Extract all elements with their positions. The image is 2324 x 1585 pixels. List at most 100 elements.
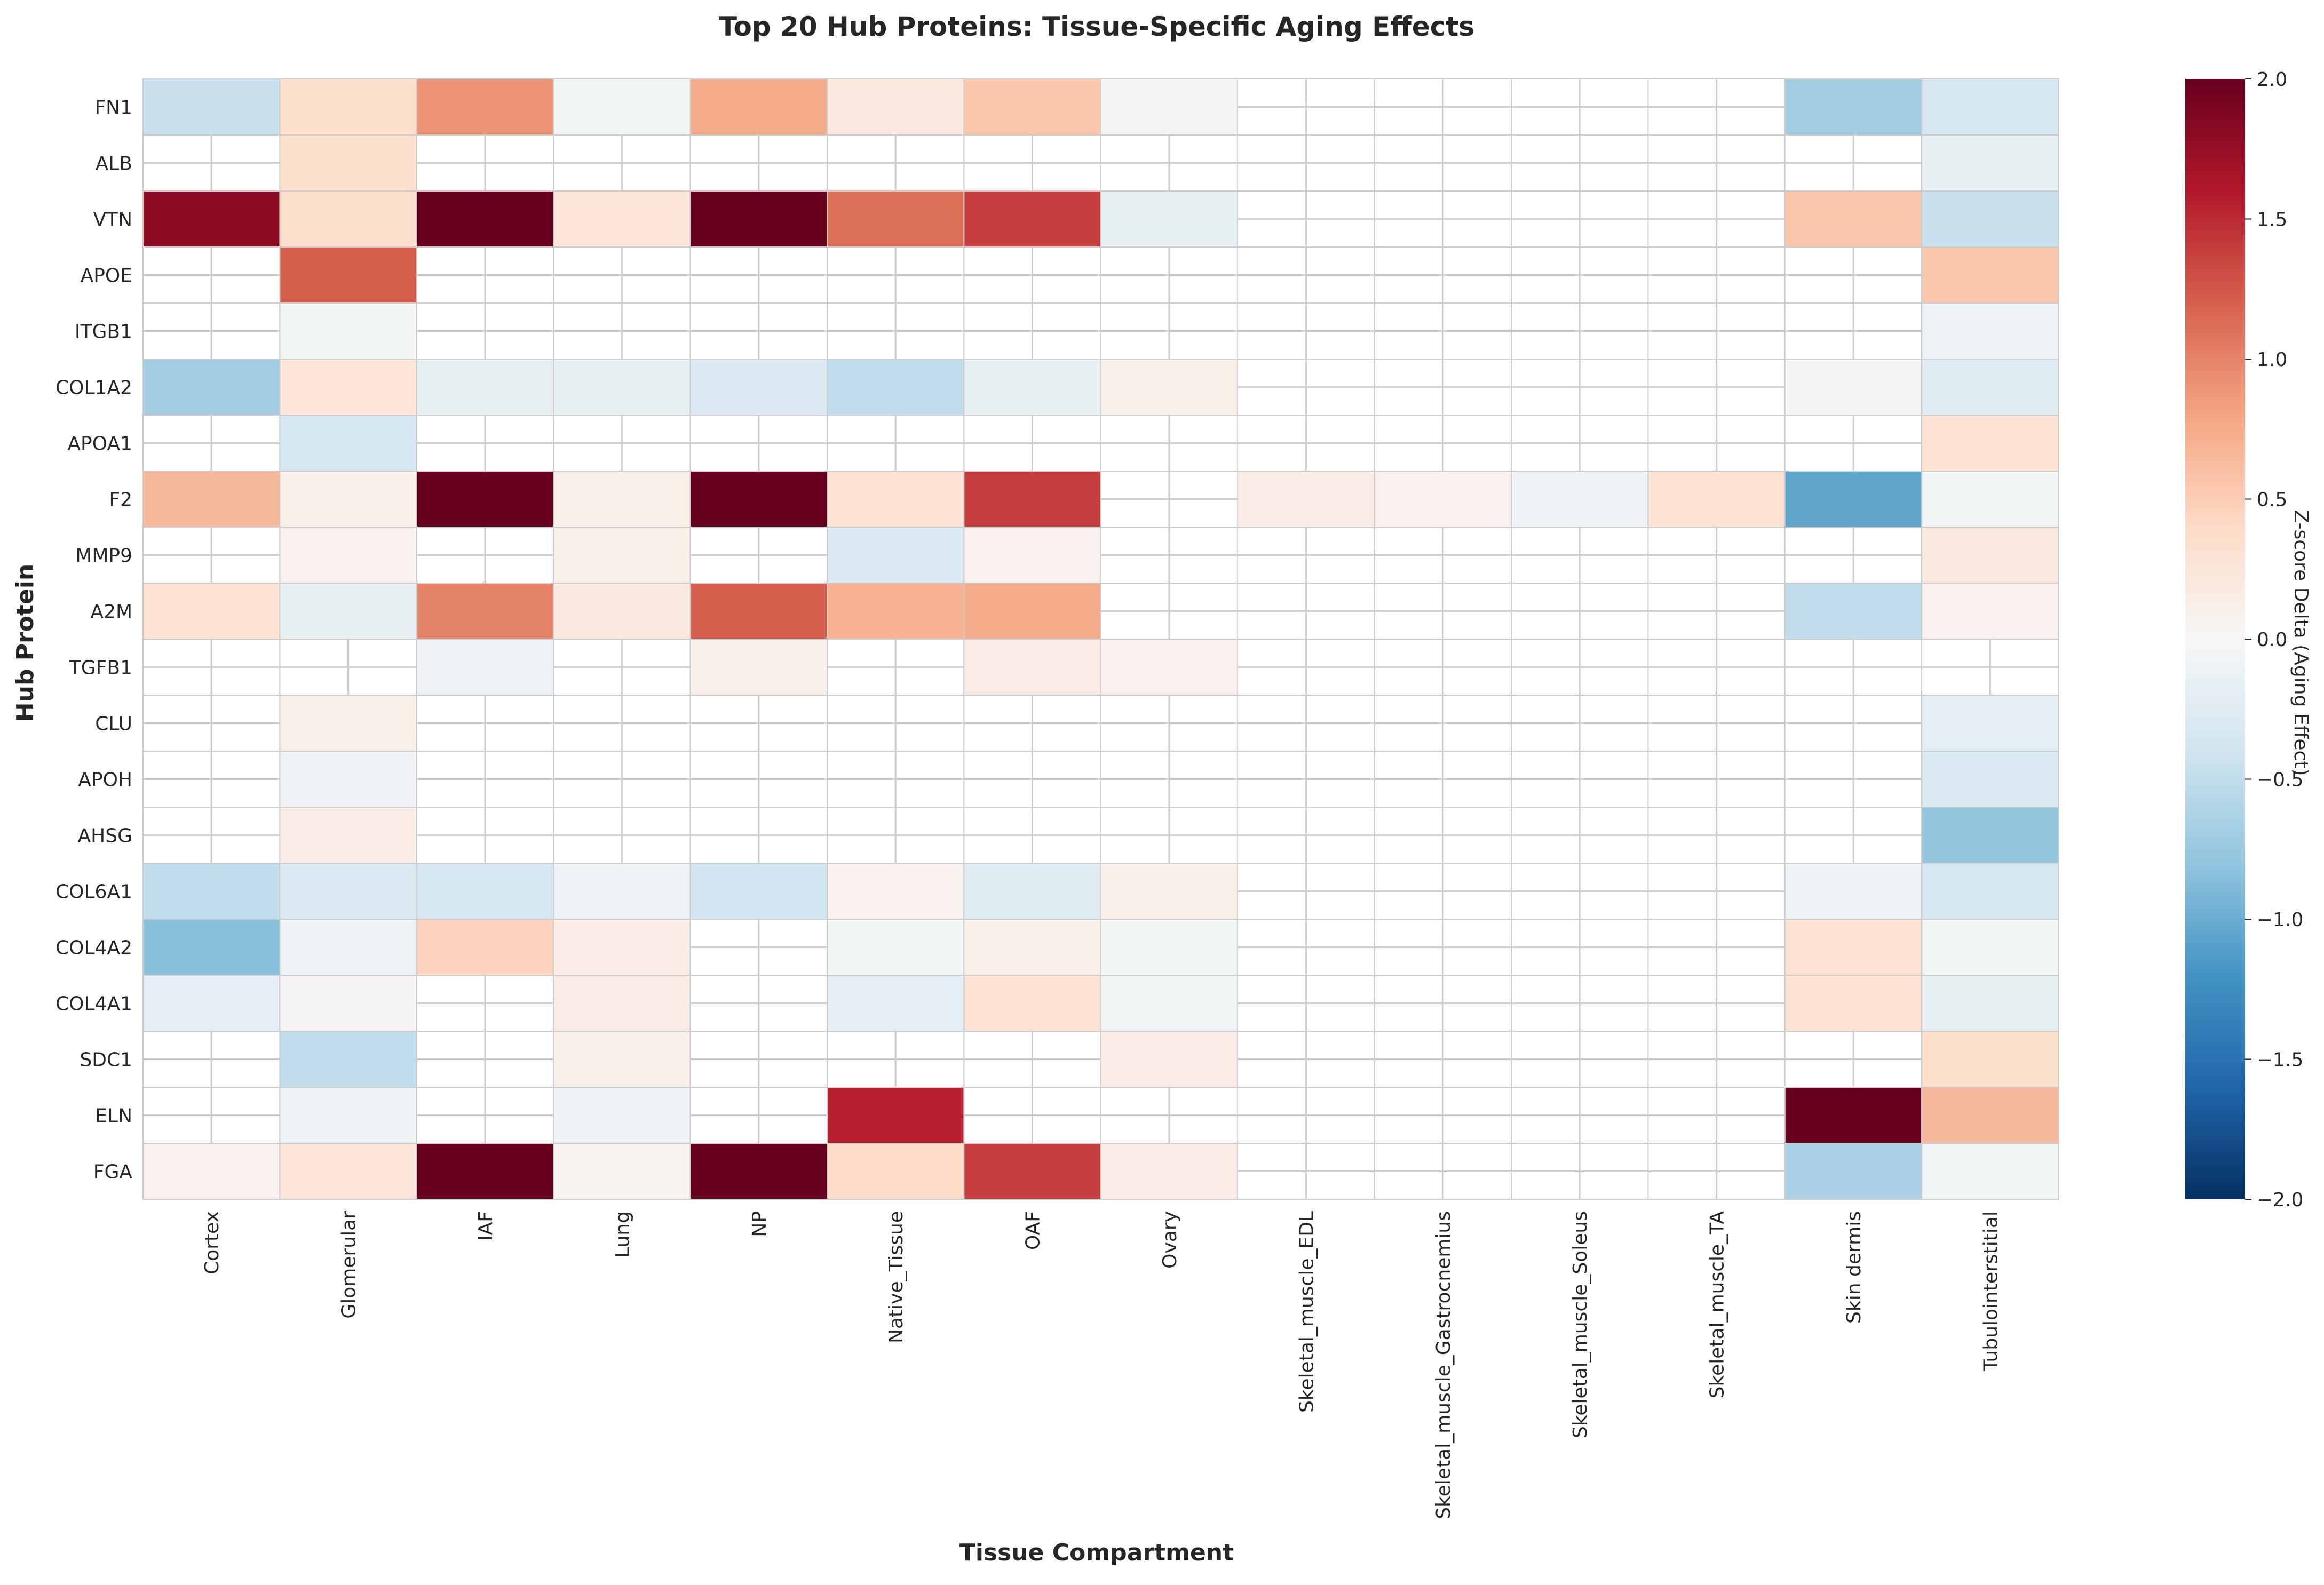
heatmap-cell-FN1-Lung: [553, 78, 691, 136]
heatmap-cell-VTN-Tubulointerstitial: [1921, 190, 2059, 248]
column-label-IAF: IAF: [475, 1211, 497, 1241]
heatmap-cell-COL4A1-Cortex: [142, 975, 281, 1032]
heatmap-cell-SDC1-Glomerular: [279, 1031, 417, 1088]
heatmap-cell-SDC1-Ovary: [1100, 1031, 1239, 1088]
heatmap-cell-A2M-Lung: [553, 583, 691, 640]
row-label-ALB: ALB: [96, 153, 132, 175]
heatmap-cell-FN1-OAF: [963, 78, 1101, 136]
heatmap-cell-F2-Skeletal_muscle_TA: [1647, 471, 1786, 528]
colorbar-tick-label: 1.5: [2257, 209, 2287, 231]
heatmap-cell-CLU-Glomerular: [279, 695, 417, 752]
colorbar-tick-label: 1.0: [2257, 349, 2287, 371]
column-label-Skin dermis: Skin dermis: [1843, 1211, 1865, 1324]
heatmap-cell-F2-Skin dermis: [1784, 471, 1923, 528]
heatmap-cell-ELN-Native_Tissue: [827, 1087, 965, 1144]
heatmap-cell-MMP9-Native_Tissue: [827, 527, 965, 584]
row-label-COL1A2: COL1A2: [55, 377, 132, 399]
column-label-Skeletal_muscle_TA: Skeletal_muscle_TA: [1707, 1211, 1728, 1399]
heatmap-cell-COL1A2-Glomerular: [279, 359, 417, 416]
heatmap-cell-VTN-Ovary: [1100, 190, 1239, 248]
row-label-MMP9: MMP9: [75, 545, 132, 567]
heatmap-cell-FGA-Tubulointerstitial: [1921, 1143, 2059, 1200]
heatmap-cell-F2-IAF: [416, 471, 554, 528]
colorbar-label: Z-score Delta (Aging Effect): [2290, 510, 2312, 776]
heatmap-cell-MMP9-OAF: [963, 527, 1101, 584]
heatmap-cell-ITGB1-Glomerular: [279, 302, 417, 360]
heatmap-cell-FN1-IAF: [416, 78, 554, 136]
column-label-NP: NP: [749, 1211, 771, 1237]
heatmap-cell-ELN-Skin dermis: [1784, 1087, 1923, 1144]
heatmap-cell-APOA1-Glomerular: [279, 415, 417, 472]
heatmap-cell-VTN-IAF: [416, 190, 554, 248]
heatmap-cell-A2M-Cortex: [142, 583, 281, 640]
heatmap-cell-A2M-OAF: [963, 583, 1101, 640]
heatmap-cell-ELN-Tubulointerstitial: [1921, 1087, 2059, 1144]
heatmap-cell-F2-Native_Tissue: [827, 471, 965, 528]
heatmap-cell-COL6A1-NP: [689, 863, 828, 920]
heatmap-cell-MMP9-Lung: [553, 527, 691, 584]
heatmap-cell-F2-Glomerular: [279, 471, 417, 528]
heatmap-cell-FN1-Ovary: [1100, 78, 1239, 136]
heatmap-cell-COL4A1-Skin dermis: [1784, 975, 1923, 1032]
column-label-OAF: OAF: [1022, 1211, 1044, 1250]
row-label-CLU: CLU: [95, 713, 132, 735]
heatmap-cell-COL1A2-OAF: [963, 359, 1101, 416]
heatmap-cell-COL4A1-Ovary: [1100, 975, 1239, 1032]
heatmap-cell-COL6A1-Glomerular: [279, 863, 417, 920]
column-label-Lung: Lung: [612, 1211, 633, 1258]
heatmap-cell-VTN-Native_Tissue: [827, 190, 965, 248]
row-label-FN1: FN1: [94, 97, 132, 119]
column-label-Skeletal_muscle_Gastrocnemius: Skeletal_muscle_Gastrocnemius: [1433, 1211, 1455, 1519]
heatmap-cell-F2-Skeletal_muscle_Gastrocnemius: [1374, 471, 1512, 528]
heatmap-cell-VTN-Skin dermis: [1784, 190, 1923, 248]
row-label-A2M: A2M: [90, 601, 132, 623]
heatmap-cell-F2-NP: [689, 471, 828, 528]
heatmap-cell-F2-Lung: [553, 471, 691, 528]
heatmap-cell-COL1A2-IAF: [416, 359, 554, 416]
x-axis-label: Tissue Compartment: [959, 1539, 1234, 1566]
heatmap-cell-AHSG-Tubulointerstitial: [1921, 807, 2059, 864]
row-label-APOH: APOH: [78, 769, 132, 791]
heatmap-cell-TGFB1-NP: [689, 639, 828, 696]
row-label-COL6A1: COL6A1: [55, 881, 132, 903]
heatmap-cell-COL4A1-Native_Tissue: [827, 975, 965, 1032]
heatmap-cell-COL4A2-Lung: [553, 919, 691, 976]
heatmap-cell-COL6A1-Tubulointerstitial: [1921, 863, 2059, 920]
heatmap-cell-APOE-Tubulointerstitial: [1921, 246, 2059, 304]
heatmap-cell-VTN-Lung: [553, 190, 691, 248]
heatmap-cell-VTN-Glomerular: [279, 190, 417, 248]
colorbar: 2.0 1.5 1.0 0.5 0.0 −0.5 −1.0 −1.5 −2.0: [2185, 69, 2303, 1211]
column-label-Skeletal_muscle_Soleus: Skeletal_muscle_Soleus: [1569, 1211, 1591, 1438]
heatmap-cell-A2M-Tubulointerstitial: [1921, 583, 2059, 640]
heatmap-cell-SDC1-Tubulointerstitial: [1921, 1031, 2059, 1088]
row-label-COL4A1: COL4A1: [55, 993, 132, 1015]
heatmap-cell-COL4A2-OAF: [963, 919, 1101, 976]
heatmap-cell-A2M-NP: [689, 583, 828, 640]
heatmap-cell-COL6A1-Skin dermis: [1784, 863, 1923, 920]
heatmap-cell-F2-Skeletal_muscle_Soleus: [1511, 471, 1649, 528]
heatmap-cell-APOH-Glomerular: [279, 751, 417, 808]
row-label-TGFB1: TGFB1: [69, 657, 132, 679]
heatmap-cell-VTN-Cortex: [142, 190, 281, 248]
row-label-COL4A2: COL4A2: [55, 937, 132, 959]
heatmap-cell-FN1-NP: [689, 78, 828, 136]
heatmap-cell-SDC1-Lung: [553, 1031, 691, 1088]
heatmap-cell-A2M-Skin dermis: [1784, 583, 1923, 640]
heatmap-cell-COL6A1-Lung: [553, 863, 691, 920]
row-label-AHSG: AHSG: [78, 825, 132, 847]
heatmap-cell-APOH-Tubulointerstitial: [1921, 751, 2059, 808]
colorbar-gradient: [2185, 79, 2245, 1199]
heatmap-cell-TGFB1-Ovary: [1100, 639, 1239, 696]
heatmap-cell-F2-Skeletal_muscle_EDL: [1237, 471, 1375, 528]
heatmap-cell-COL4A1-OAF: [963, 975, 1101, 1032]
heatmap-cell-FGA-Lung: [553, 1143, 691, 1200]
heatmap-cell-FGA-Skin dermis: [1784, 1143, 1923, 1200]
heatmap-cell-ALB-Tubulointerstitial: [1921, 134, 2059, 192]
y-axis-label: Hub Protein: [12, 564, 39, 722]
heatmap-cell-COL4A2-Cortex: [142, 919, 281, 976]
row-label-ELN: ELN: [95, 1105, 132, 1127]
column-label-Ovary: Ovary: [1159, 1211, 1181, 1269]
column-label-Glomerular: Glomerular: [338, 1211, 360, 1319]
column-label-Native_Tissue: Native_Tissue: [885, 1211, 907, 1343]
